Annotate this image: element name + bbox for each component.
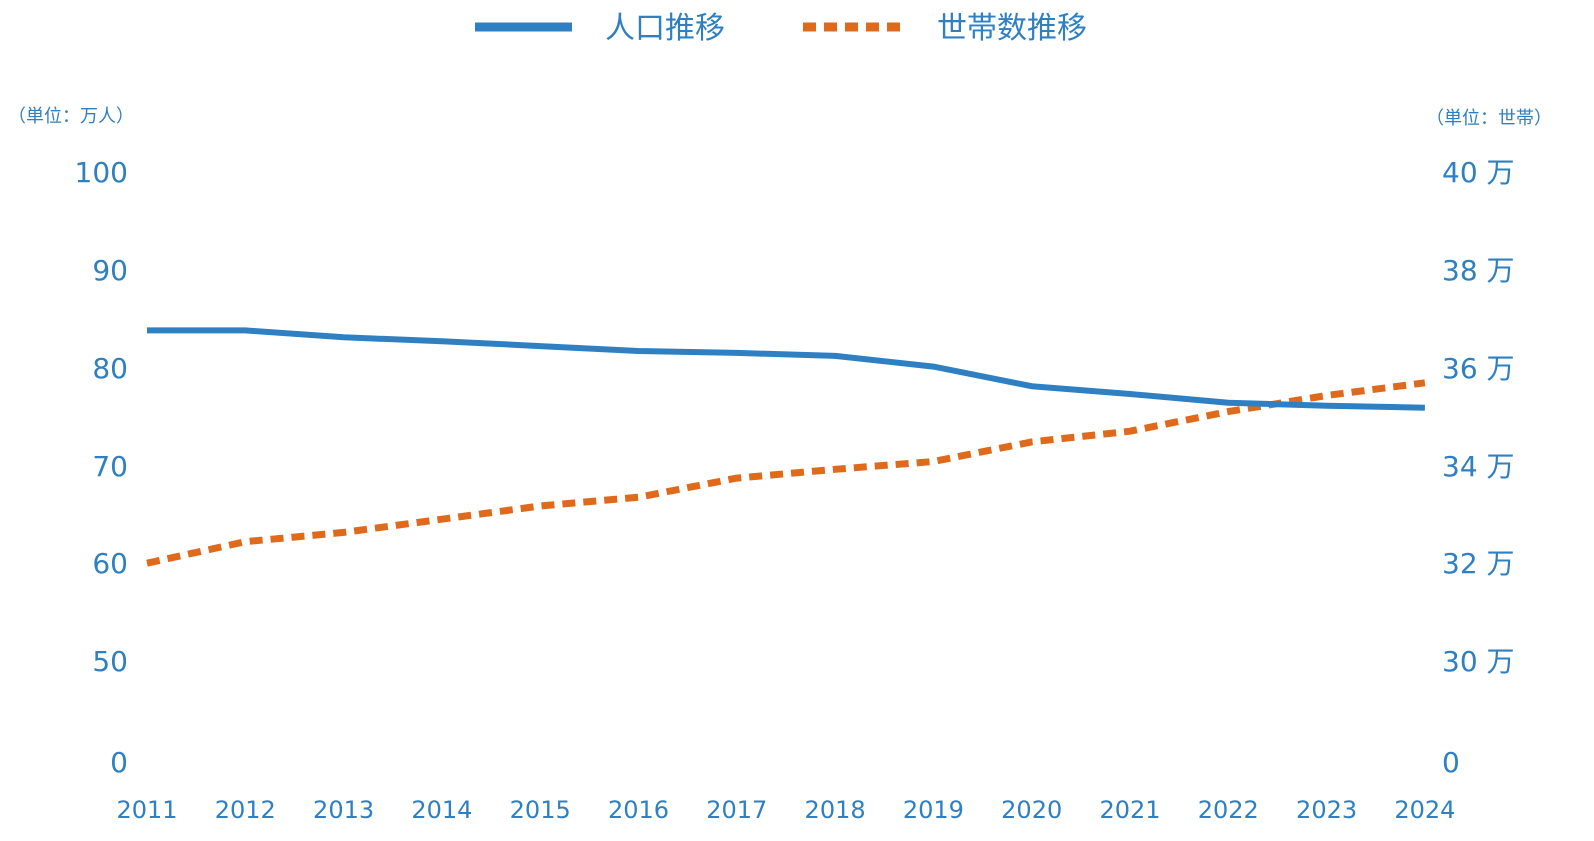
series-layer	[146, 327, 1426, 567]
x-tick-label: 2011	[116, 796, 177, 824]
legend-label-households: 世帯数推移	[937, 11, 1087, 46]
left-tick-label: 60	[92, 547, 128, 580]
right-tick-label: 40 万	[1442, 156, 1515, 189]
right-tick-label: 38 万	[1442, 254, 1515, 287]
right-axis-ticks: 40 万 38 万 36 万 34 万 32 万 30 万 0	[1442, 156, 1515, 779]
right-tick-label: 36 万	[1442, 352, 1515, 385]
x-tick-label: 2012	[215, 796, 276, 824]
left-tick-label: 70	[92, 450, 128, 483]
left-tick-label: 100	[75, 156, 128, 189]
x-tick-label: 2022	[1198, 796, 1259, 824]
x-tick-label: 2018	[805, 796, 866, 824]
right-tick-label: 34 万	[1442, 450, 1515, 483]
left-axis-ticks: 100 90 80 70 60 50 0	[75, 156, 128, 779]
x-tick-label: 2015	[510, 796, 571, 824]
right-axis-unit-label: （単位：世帯）	[1426, 108, 1552, 129]
x-tick-label: 2017	[706, 796, 767, 824]
x-tick-label: 2020	[1001, 796, 1062, 824]
x-tick-label: 2016	[608, 796, 669, 824]
legend-label-population: 人口推移	[605, 11, 725, 46]
left-tick-label: 90	[92, 254, 128, 287]
series-line-households	[146, 379, 1426, 567]
x-tick-label: 2019	[903, 796, 964, 824]
left-tick-label: 0	[110, 746, 128, 779]
series-line-population	[147, 327, 1425, 411]
x-tick-label: 2014	[411, 796, 472, 824]
x-tick-label: 2024	[1394, 796, 1455, 824]
x-axis-ticks: 2011 2012 2013 2014 2015 2016 2017 2018 2019 2020…	[116, 796, 1455, 824]
left-tick-label: 50	[92, 645, 128, 678]
right-tick-label: 30 万	[1442, 645, 1515, 678]
x-tick-label: 2013	[313, 796, 374, 824]
left-tick-label: 80	[92, 352, 128, 385]
x-tick-label: 2021	[1099, 796, 1160, 824]
right-tick-label: 0	[1442, 746, 1460, 779]
x-tick-label: 2023	[1296, 796, 1357, 824]
right-tick-label: 32 万	[1442, 547, 1515, 580]
left-axis-unit-label: （単位：万人）	[8, 106, 134, 127]
legend: 人口推移 世帯数推移	[475, 11, 1087, 46]
